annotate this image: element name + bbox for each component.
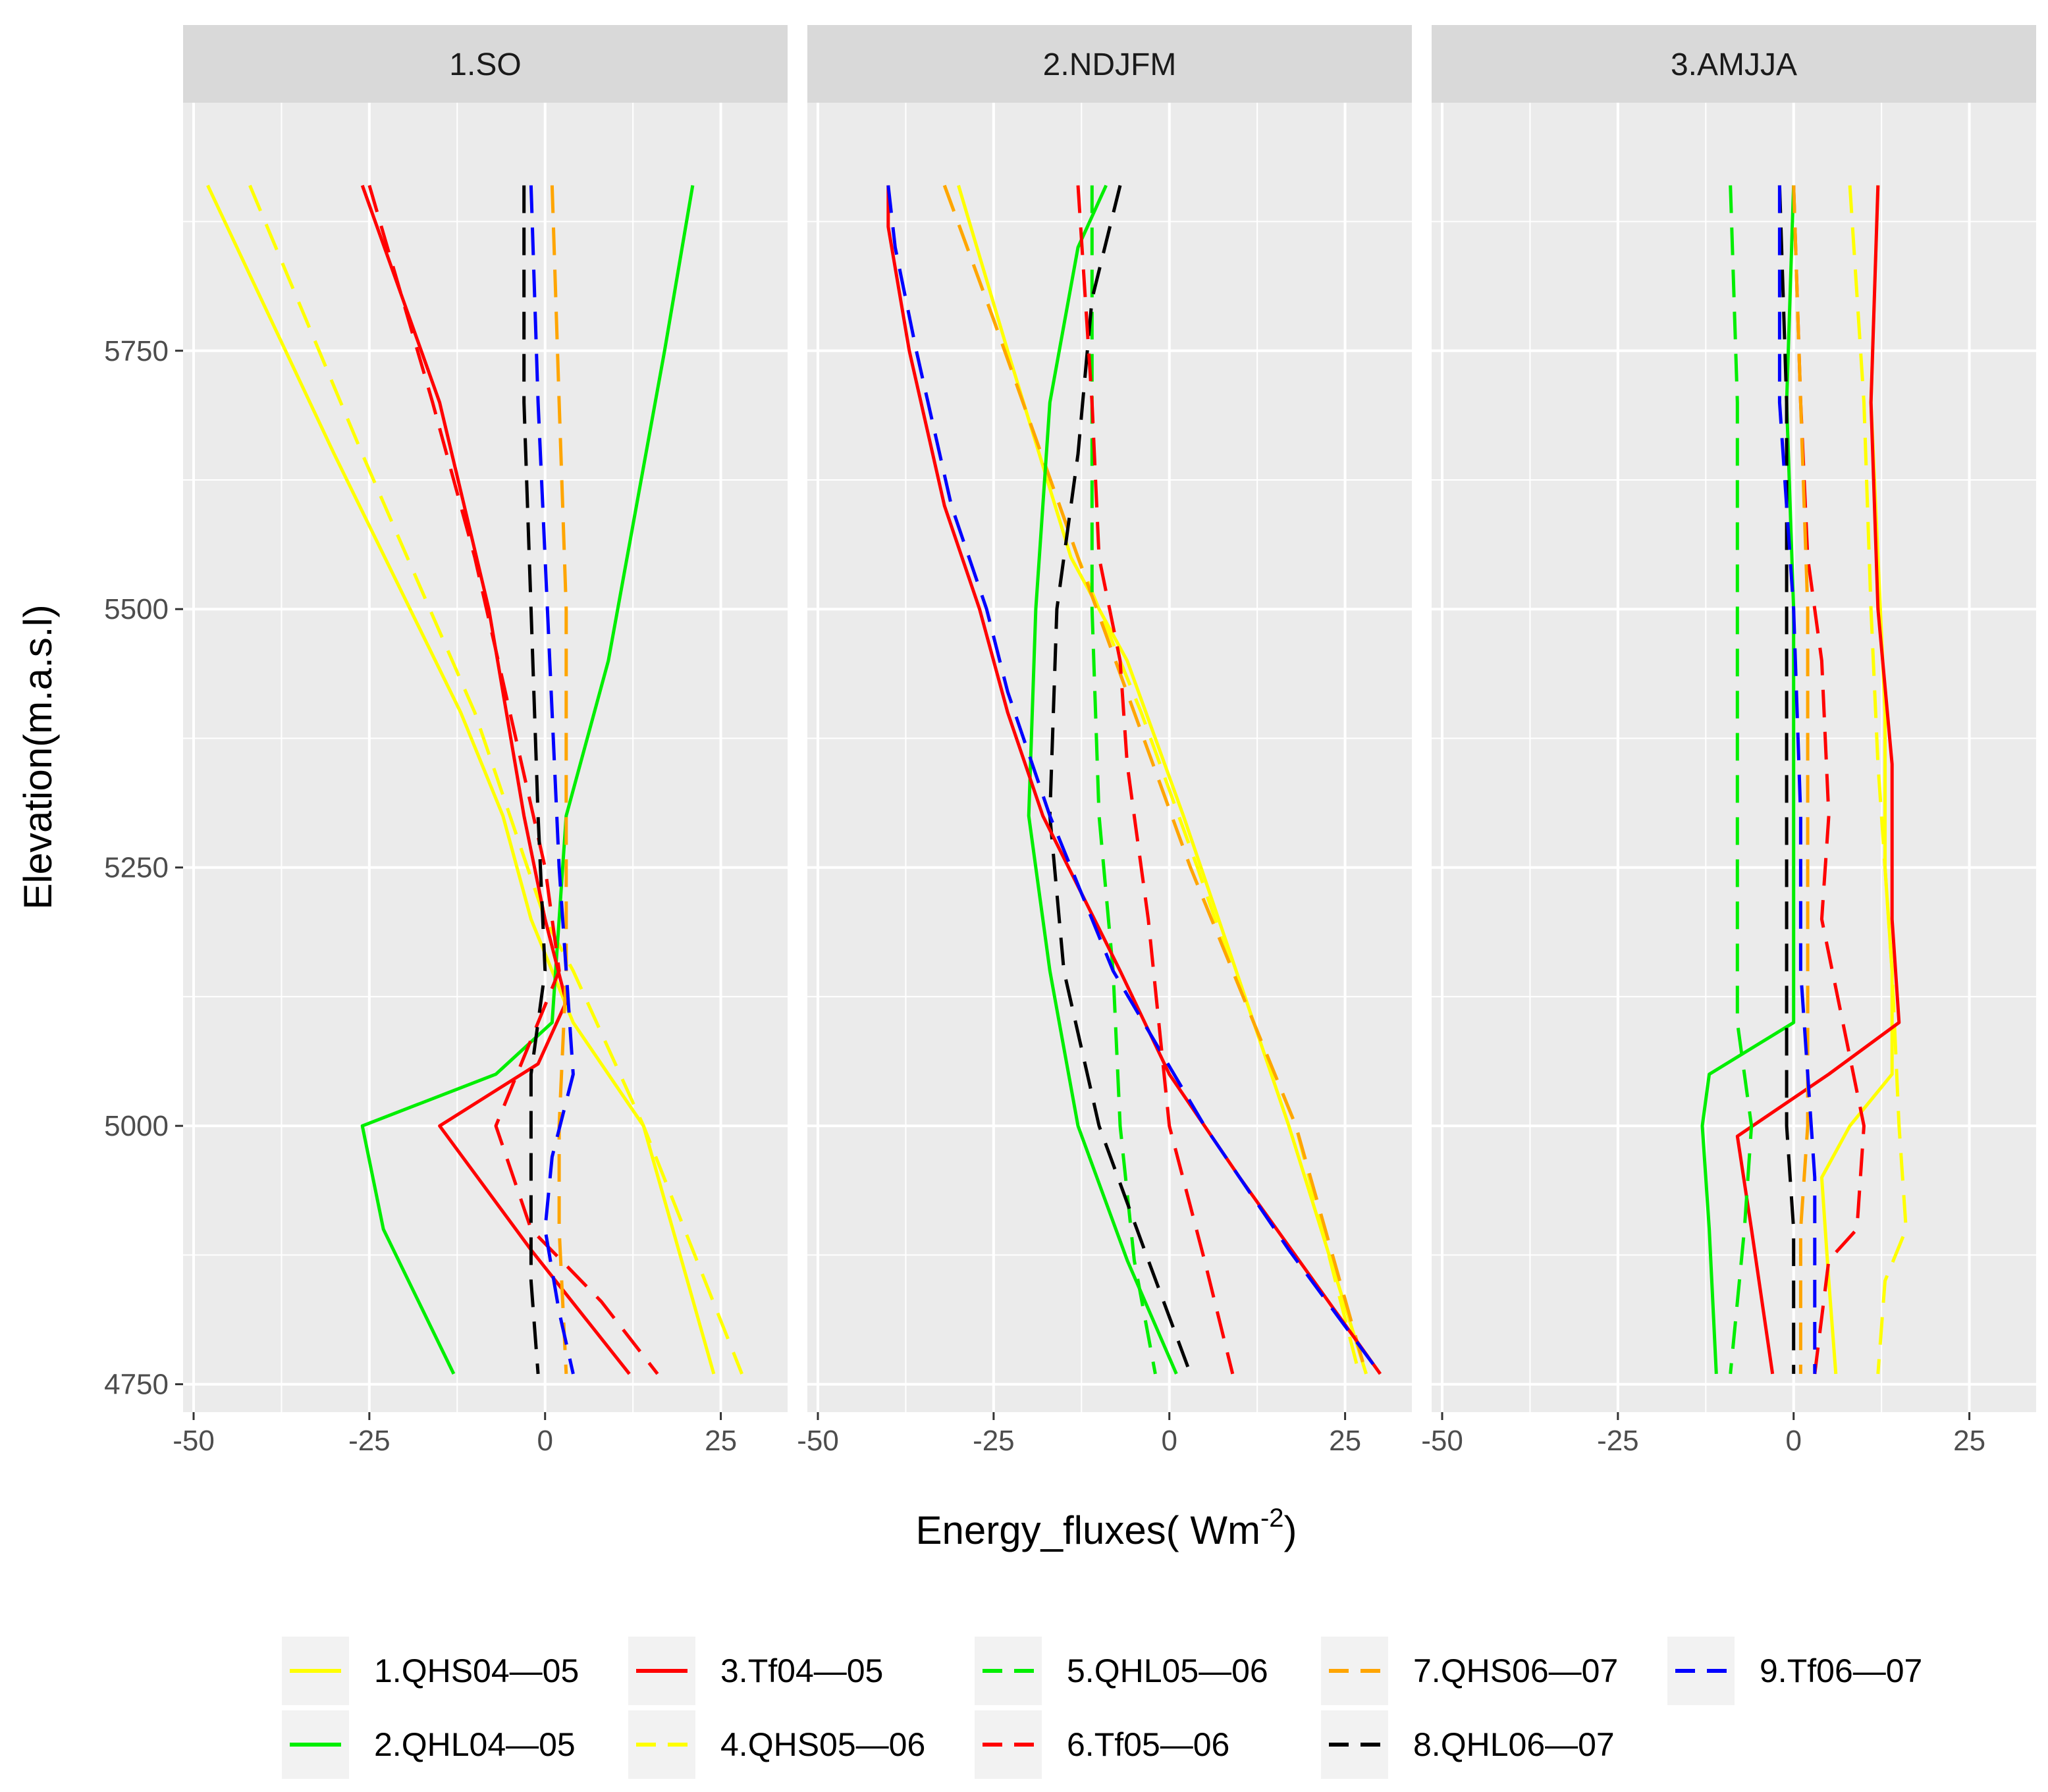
series-line [1700, 185, 1796, 1375]
legend-label: 4.QHS05—06 [720, 1726, 925, 1763]
series-lines [886, 184, 1382, 1375]
series-line [1735, 185, 1901, 1375]
facet-strip [1432, 25, 2036, 103]
series-line [360, 185, 695, 1375]
series-line [367, 184, 659, 1375]
y-tick-label: 5250 [104, 852, 169, 884]
legend-label: 3.Tf04—05 [720, 1652, 883, 1689]
series-line [1027, 184, 1178, 1375]
series-line [1777, 185, 1817, 1374]
series-line [206, 184, 716, 1375]
x-axis-title-main: Energy_fluxes( Wm [915, 1508, 1260, 1552]
series-line [1819, 185, 1894, 1375]
legend-item: 1.QHS04—05 [282, 1637, 579, 1705]
legend-label: 6.Tf05—06 [1067, 1726, 1229, 1763]
legend: 1.QHS04—05 2.QHL04—05 3.Tf04—05 4.QHS05—06 5… [275, 1626, 1922, 1779]
panels-layer: 1.SO 2.NDJFM 3.AMJJA [183, 25, 2036, 1412]
x-tick-label: 25 [1953, 1425, 1985, 1457]
series-line [1777, 185, 1796, 1374]
x-tick-label: 0 [1161, 1425, 1177, 1457]
x-tick-label: -50 [1421, 1425, 1463, 1457]
legend-item: 5.QHL05—06 [975, 1637, 1268, 1705]
x-tick-label: 25 [1329, 1425, 1361, 1457]
legend-label: 8.QHL06—07 [1413, 1726, 1615, 1763]
y-axis-title: Elevation(m.a.s.l) [16, 604, 60, 909]
x-tick-label: -50 [173, 1425, 215, 1457]
x-axes: -50 -25 0 25 -50 -25 0 25 -50 -25 0 25 [173, 1412, 1985, 1457]
series-lines [206, 184, 743, 1375]
legend-label: 7.QHS06—07 [1413, 1652, 1618, 1689]
series-line [886, 185, 1382, 1375]
series-line [522, 185, 547, 1375]
x-tick-label: 0 [1785, 1425, 1801, 1457]
series-line [1729, 185, 1754, 1375]
legend-label: 2.QHL04—05 [374, 1726, 576, 1763]
panel-background [183, 103, 788, 1412]
facet-strip [807, 25, 1412, 103]
series-line [1792, 185, 1810, 1374]
facet-strip-label: 2.NDJFM [1043, 47, 1177, 82]
y-tick-label: 4750 [104, 1369, 169, 1401]
legend-item: 7.QHS06—07 [1321, 1637, 1618, 1705]
series-line [1076, 185, 1235, 1375]
series-line [248, 184, 743, 1375]
x-axis-title: Energy_fluxes( Wm-2) [915, 1504, 1297, 1552]
series-line [529, 185, 575, 1375]
x-tick-label: 0 [537, 1425, 552, 1457]
series-line [550, 185, 568, 1375]
legend-item: 6.Tf05—06 [975, 1710, 1229, 1779]
legend-item: 2.QHL04—05 [282, 1710, 576, 1779]
series-line [360, 184, 631, 1375]
legend-item: 3.Tf04—05 [628, 1637, 883, 1705]
series-line [942, 184, 1368, 1375]
y-axis: 4750 5000 5250 5500 5750 [104, 335, 183, 1401]
x-tick-label: -25 [973, 1425, 1015, 1457]
legend-item: 9.Tf06—07 [1667, 1637, 1922, 1705]
facet-strip-label: 3.AMJJA [1671, 47, 1797, 82]
x-axis-title-superscript: -2 [1260, 1504, 1284, 1533]
facet-strip-label: 1.SO [449, 47, 521, 82]
x-axis-title-end: ) [1284, 1508, 1297, 1552]
legend-label: 5.QHL05—06 [1067, 1652, 1268, 1689]
legend-item: 4.QHS05—06 [628, 1710, 925, 1779]
y-tick-label: 5500 [104, 593, 169, 625]
legend-label: 1.QHS04—05 [374, 1652, 579, 1689]
panel-2: 2.NDJFM [807, 25, 1412, 1412]
x-tick-label: -25 [1597, 1425, 1639, 1457]
panel-1: 1.SO [183, 25, 788, 1412]
x-tick-label: -50 [797, 1425, 839, 1457]
legend-label: 9.Tf06—07 [1760, 1652, 1922, 1689]
legend-item: 8.QHL06—07 [1321, 1710, 1615, 1779]
y-tick-label: 5000 [104, 1110, 169, 1142]
x-tick-label: -25 [348, 1425, 391, 1457]
y-tick-label: 5750 [104, 335, 169, 367]
panel-3: 3.AMJJA [1432, 25, 2036, 1412]
gridlines [183, 103, 788, 1412]
panel-background [1432, 103, 2036, 1412]
x-tick-label: 25 [705, 1425, 737, 1457]
series-line [1090, 185, 1157, 1375]
series-lines [1700, 185, 1908, 1375]
facet-strip [183, 25, 788, 103]
